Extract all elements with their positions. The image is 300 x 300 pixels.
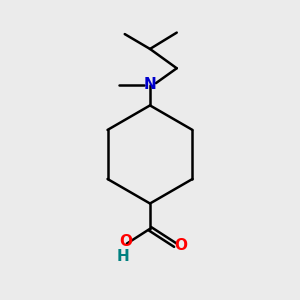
- Text: O: O: [119, 234, 132, 249]
- Text: N: N: [144, 77, 156, 92]
- Text: O: O: [174, 238, 187, 253]
- Text: H: H: [117, 249, 130, 264]
